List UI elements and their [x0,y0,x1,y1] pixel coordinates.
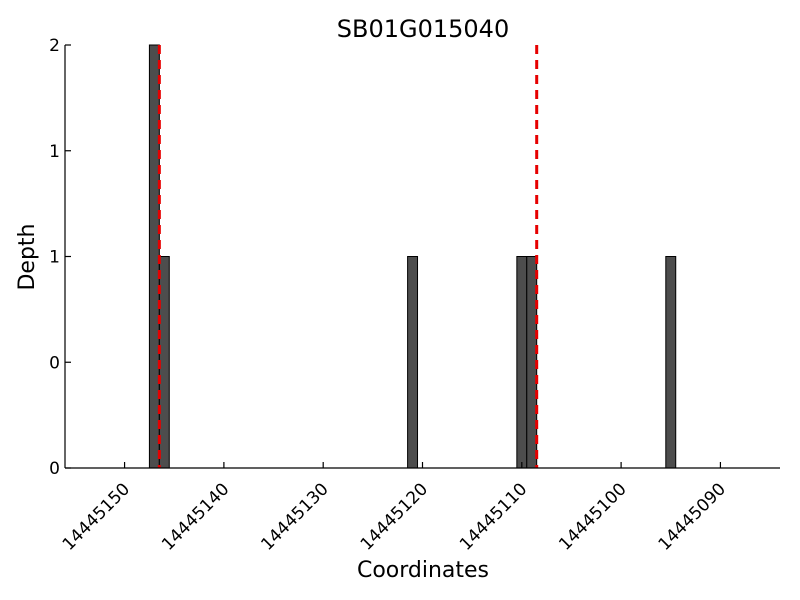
reference-lines-layer [157,45,539,468]
x-tick-label-1: 14445140 [158,479,233,554]
y-ticks-layer: 0 0 1 1 2 [49,36,71,479]
chart-title: SB01G015040 [337,15,509,43]
y-axis-label: Depth [15,223,40,290]
bars-layer [148,44,677,469]
x-axis-label: Coordinates [357,558,489,583]
x-tick-label-0: 14445150 [59,479,134,554]
x-tick-label-4: 14445110 [456,479,531,554]
x-tick-label-2: 14445130 [257,479,332,554]
x-ticks-layer: 14445150 14445140 14445130 14445120 14445110… [59,462,730,555]
y-tick-label-3: 1 [49,142,60,162]
x-tick-label-6: 14445090 [655,479,730,554]
x-tick-label-5: 14445100 [555,479,630,554]
bar-3 [516,256,528,469]
y-tick-label-0: 0 [49,459,60,479]
x-tick-label-3: 14445120 [357,479,432,554]
bar-2 [407,256,419,469]
y-tick-label-2: 1 [49,248,60,268]
y-tick-label-1: 0 [49,353,60,373]
y-tick-label-4: 2 [49,36,60,56]
bar-5 [665,256,677,469]
